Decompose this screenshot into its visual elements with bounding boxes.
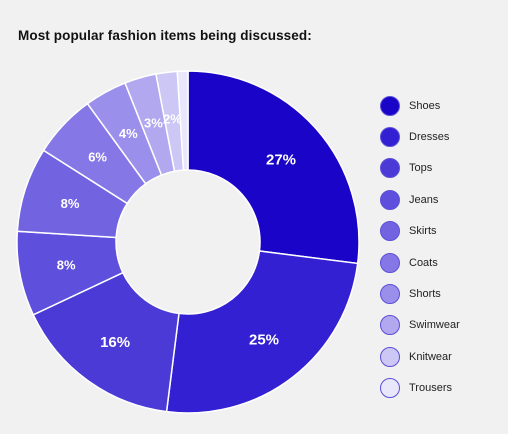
slice-label-shorts: 4% (119, 126, 138, 141)
legend-swatch (380, 127, 400, 148)
legend-swatch (380, 158, 400, 179)
slice-label-swimwear: 3% (144, 115, 163, 130)
legend-swatch (380, 189, 400, 210)
legend-item-trousers: Trousers (380, 373, 500, 404)
legend-swatch (380, 315, 400, 336)
slice-label-jeans: 8% (57, 258, 76, 273)
legend-item-swimwear: Swimwear (380, 310, 500, 341)
slice-label-shoes: 27% (266, 151, 296, 168)
chart-title: Most popular fashion items being discuss… (18, 28, 312, 43)
legend-label: Shorts (409, 288, 441, 301)
slice-dresses (165, 250, 359, 414)
slice-label-tops: 16% (100, 334, 130, 351)
legend-item-jeans: Jeans (380, 184, 500, 215)
legend-swatch (380, 252, 400, 273)
legend-label: Trousers (409, 382, 452, 395)
chart-panel: Most popular fashion items being discuss… (0, 0, 508, 434)
legend-item-shoes: Shoes (380, 90, 500, 121)
legend-label: Swimwear (409, 319, 460, 332)
slice-label-coats: 6% (88, 150, 107, 165)
legend-label: Jeans (409, 193, 439, 206)
legend-label: Tops (409, 162, 433, 175)
legend-item-tops: Tops (380, 153, 500, 184)
legend-item-skirts: Skirts (380, 216, 500, 247)
slice-trousers (176, 70, 189, 171)
slice-label-knitwear: 2% (163, 111, 182, 126)
donut-chart: 27% 25% 16% 8% 8% 6% 4% 3% 2% (16, 70, 360, 414)
legend-item-shorts: Shorts (380, 278, 500, 309)
slice-tops (32, 271, 180, 413)
slice-label-skirts: 8% (61, 196, 80, 211)
legend-swatch (380, 346, 400, 367)
chart-legend: Shoes Dresses Tops Jeans Skirts Coats Shorts Sw… (380, 90, 500, 404)
legend-item-dresses: Dresses (380, 121, 500, 152)
legend-label: Dresses (409, 131, 450, 144)
legend-label: Shoes (409, 99, 441, 112)
legend-swatch (380, 284, 400, 305)
legend-label: Coats (409, 256, 438, 269)
slice-shoes (187, 70, 360, 265)
legend-label: Skirts (409, 225, 437, 238)
legend-item-knitwear: Knitwear (380, 341, 500, 372)
legend-label: Knitwear (409, 350, 452, 363)
legend-swatch (380, 378, 400, 399)
legend-item-coats: Coats (380, 247, 500, 278)
slice-label-dresses: 25% (249, 331, 279, 348)
legend-swatch (380, 221, 400, 242)
legend-swatch (380, 95, 400, 116)
